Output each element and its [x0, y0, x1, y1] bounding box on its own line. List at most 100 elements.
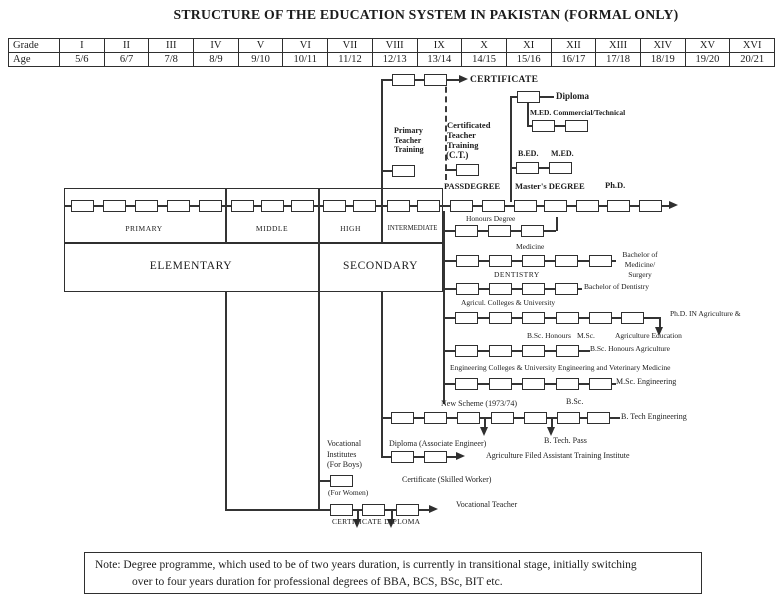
engineering-box-3 — [522, 378, 545, 390]
age-cell-10: 14/15 — [461, 52, 507, 67]
label-msc-engineering: M.Sc. Engineering — [616, 377, 677, 386]
ct-box-1 — [456, 164, 479, 176]
medicine-box-1 — [456, 255, 479, 267]
dentistry-box-3 — [522, 283, 545, 295]
dentistry-box-2 — [489, 283, 512, 295]
main-flow-box-19 — [639, 200, 662, 212]
agriculture-box-4 — [556, 312, 579, 324]
engineering-box-5 — [589, 378, 612, 390]
grade-cell-8: VIII — [371, 38, 418, 53]
label-diploma-top: Diploma — [556, 91, 590, 101]
main-flow-box-13 — [450, 200, 473, 212]
grade-cell-2: II — [103, 38, 150, 53]
grade-cell-11: XI — [505, 38, 552, 53]
main-flow-box-16 — [544, 200, 567, 212]
diploma-top-box-1 — [517, 91, 540, 103]
bsc-honours-agri-box-2 — [489, 345, 512, 357]
honours-box-3 — [521, 225, 544, 237]
bsc-honours-agri-box-3 — [522, 345, 545, 357]
main-flow-box-5 — [199, 200, 222, 212]
stem-women-arrow-2 — [391, 509, 393, 521]
main-flow-box-14 — [482, 200, 505, 212]
arrow-new-scheme-1 — [480, 427, 488, 436]
age-cell-8: 12/13 — [371, 52, 418, 67]
main-flow-box-18 — [607, 200, 630, 212]
vocational-women-box-3 — [396, 504, 419, 516]
age-cell-3: 7/8 — [148, 52, 195, 67]
certificate-top-box-2 — [424, 74, 447, 86]
dentistry-box-4 — [555, 283, 578, 295]
label-vocational-institutes: Vocational Institutes (For Boys) — [327, 439, 362, 469]
line-agriculture — [443, 317, 659, 319]
stem-ns-arrow-1 — [484, 417, 486, 429]
main-flow-box-10 — [353, 200, 376, 212]
hook-honours — [556, 217, 558, 231]
age-cell-7: 11/12 — [327, 52, 373, 67]
certificate-top-box-1 — [392, 74, 415, 86]
arrow-women-1 — [353, 519, 361, 528]
label-phd: Ph.D. — [605, 180, 626, 190]
engineering-box-2 — [489, 378, 512, 390]
divider-elementary-secondary — [318, 243, 320, 292]
agriculture-box-1 — [455, 312, 478, 324]
label-bachelor-dentistry: Bachelor of Dentistry — [584, 282, 649, 291]
label-bsc-honours-agriculture: B.Sc. Honours Agriculture — [590, 344, 670, 353]
trunk-degrees — [443, 211, 445, 404]
stem-ns-arrow-2 — [551, 417, 553, 429]
main-flow-box-7 — [261, 200, 284, 212]
new-scheme-box-7 — [587, 412, 610, 424]
new-scheme-box-4 — [491, 412, 514, 424]
honours-box-2 — [488, 225, 511, 237]
grade-cell-4: IV — [193, 38, 239, 53]
new-scheme-box-6 — [557, 412, 580, 424]
section-high: HIGH — [340, 224, 361, 233]
honours-box-1 — [455, 225, 478, 237]
bed-med-box-1 — [516, 162, 539, 174]
bsc-honours-agri-box-1 — [455, 345, 478, 357]
arrow-new-scheme-2 — [547, 427, 555, 436]
section-primary: PRIMARY — [125, 224, 163, 233]
label-diploma-associate: Diploma (Associate Engineer) — [389, 439, 487, 448]
new-scheme-box-1 — [391, 412, 414, 424]
bsc-honours-agri-box-4 — [556, 345, 579, 357]
label-bed: B.ED. — [518, 149, 539, 158]
label-agri-field-institute: Agriculture Filed Assistant Training Ins… — [486, 451, 630, 460]
section-elementary: ELEMENTARY — [149, 260, 233, 272]
age-cell-4: 8/9 — [193, 52, 239, 67]
grade-cell-9: IX — [416, 38, 463, 53]
diploma-associate-box-2 — [424, 451, 447, 463]
vocational-boys-box-1 — [330, 475, 353, 487]
label-dentistry: DENTISTRY — [494, 270, 540, 279]
line-bsc-honours-agri — [443, 350, 590, 352]
trunk-bed — [510, 96, 512, 202]
page-title: STRUCTURE OF THE EDUCATION SYSTEM IN PAK… — [173, 7, 679, 22]
agriculture-box-3 — [522, 312, 545, 324]
label-certificate-diploma: CERTIFICATE DIPLOMA — [332, 517, 421, 526]
label-vocational-teacher: Vocational Teacher — [456, 500, 518, 509]
trunk-new-scheme — [381, 291, 383, 457]
school-levels-container — [64, 188, 443, 243]
dentistry-box-1 — [456, 283, 479, 295]
stem-women-arrow-1 — [357, 509, 359, 521]
label-msc: M.Sc. — [577, 331, 595, 340]
age-row-header: Age — [8, 52, 60, 67]
arrow-main-flow — [669, 201, 678, 209]
label-med-commercial: M.ED. Commercial/Technical — [530, 108, 626, 117]
line-med-commercial — [527, 125, 588, 127]
grade-cell-7: VII — [327, 38, 373, 53]
grade-cell-13: XIII — [595, 38, 641, 53]
age-cell-9: 13/14 — [416, 52, 463, 67]
main-flow-box-11 — [387, 200, 410, 212]
trunk-vocational — [318, 291, 320, 510]
section-intermediate: INTERMEDIATE — [387, 225, 438, 232]
age-cell-5: 9/10 — [237, 52, 284, 67]
diploma-associate-box-1 — [391, 451, 414, 463]
main-flow-box-9 — [323, 200, 346, 212]
grade-cell-10: X — [461, 38, 507, 53]
line-diploma-associate — [381, 456, 457, 458]
label-certificate: CERTIFICATE — [470, 75, 539, 85]
label-bachelor-medicine: Bachelor of Medicine/ Surgery — [622, 250, 658, 279]
label-engineering-colleges: Engineering Colleges & University Engine… — [450, 363, 671, 372]
engineering-box-1 — [455, 378, 478, 390]
label-honours-degree: Honours Degree — [466, 214, 516, 223]
